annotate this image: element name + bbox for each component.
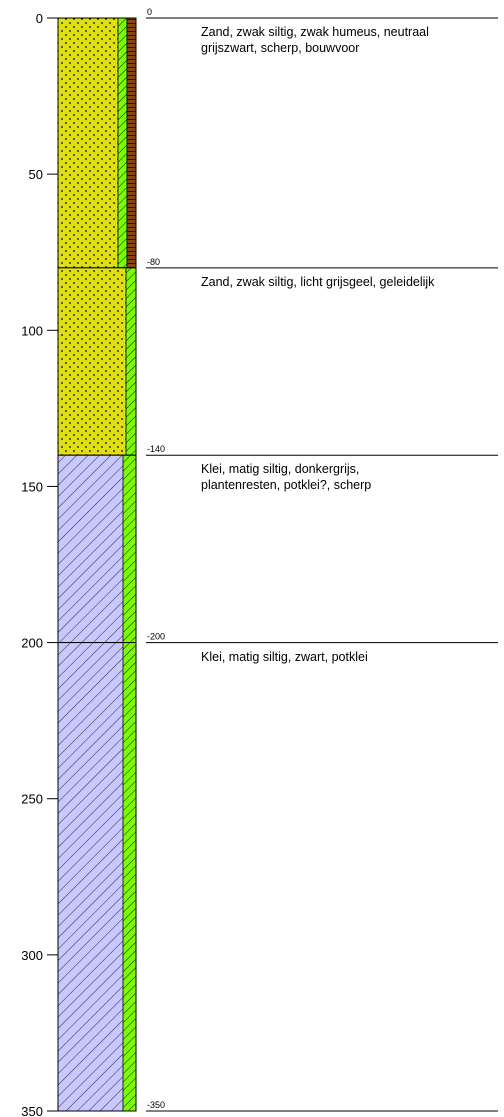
layer-4-description: Klei, matig siltig, zwart, potklei [201, 649, 368, 665]
layer-2-description: Zand, zwak siltig, licht grijsgeel, gele… [201, 274, 434, 290]
end-depth-label: -350 [147, 1100, 165, 1110]
layer-1-top-depth: 0 [147, 7, 152, 17]
description-line: Zand, zwak siltig, licht grijsgeel, gele… [201, 274, 435, 289]
description-line: grijszwart, scherp, bouwvoor [201, 41, 360, 55]
layer-3-pattern [58, 455, 123, 643]
layer-3-description: Klei, matig siltig, donkergrijs, plantenr… [201, 461, 371, 493]
description-line: Zand, zwak siltig, zwak humeus, neutraal [201, 25, 429, 39]
layer-4-side-pattern [122, 642, 137, 1112]
description-line: Klei, matig siltig, zwart, potklei [201, 649, 368, 664]
layer-2-side-pattern [125, 267, 137, 456]
description-line: plantenresten, potklei?, scherp [201, 478, 372, 493]
layer-4-outline [57, 642, 137, 1112]
layer-1-description: Zand, zwak siltig, zwak humeus, neutraal… [201, 24, 429, 56]
depth-tick-label: 350 [21, 1104, 43, 1117]
description-line: Klei, matig siltig, donkergrijs, [201, 462, 360, 477]
depth-tick-label: 50 [29, 167, 43, 182]
layer-1-organic-pattern [127, 18, 136, 268]
layer-4-top-depth: -200 [147, 632, 165, 642]
layers [57, 17, 137, 1112]
layer-3-side-pattern [122, 454, 137, 643]
depth-tick-label: 0 [36, 11, 43, 26]
layer-1-pattern [58, 18, 118, 268]
layer-4-pattern [58, 642, 123, 1111]
layer-3-top-depth: -140 [147, 444, 165, 454]
depth-tick-label: 300 [21, 948, 43, 963]
depth-tick-label: 100 [21, 323, 43, 338]
depth-tick-label: 250 [21, 792, 43, 807]
depth-tick-label: 200 [21, 636, 43, 651]
layer-2-top-depth: -80 [147, 257, 160, 267]
layer-1-side-pattern [117, 17, 128, 269]
depth-tick-label: 150 [21, 479, 43, 494]
depth-axis: 0 50 100 150 200 250 300 350 [21, 11, 58, 1117]
layer-2-pattern [58, 267, 126, 456]
layer-depth-labels: 0 -80 -140 -200 -350 [146, 7, 498, 1112]
